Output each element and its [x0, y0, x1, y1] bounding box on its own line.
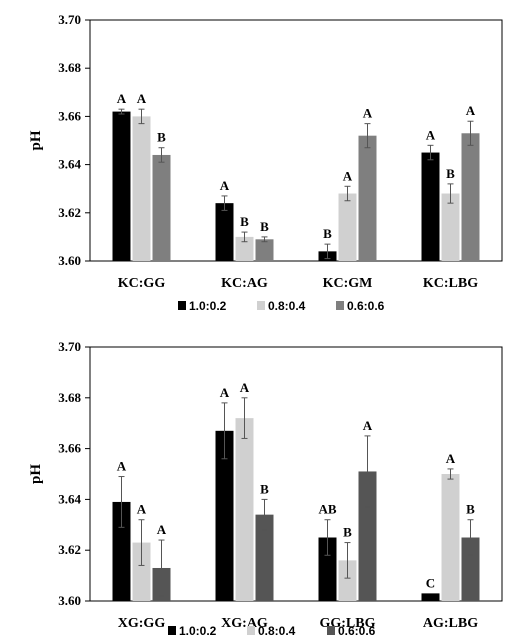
bar — [421, 152, 440, 261]
bar — [338, 193, 357, 261]
y-tick-label: 3.60 — [58, 253, 81, 268]
bar — [358, 135, 377, 261]
y-tick-label: 3.66 — [58, 108, 81, 123]
significance-label: B — [260, 481, 269, 496]
legend-swatch — [327, 626, 335, 635]
bar — [255, 239, 274, 261]
significance-label: A — [220, 385, 230, 400]
bar — [358, 471, 377, 601]
bar — [215, 203, 234, 261]
legend-label: 1.0:0.2 — [189, 299, 227, 313]
significance-label: A — [363, 418, 373, 433]
significance-label: A — [426, 127, 436, 142]
bar — [461, 133, 480, 261]
y-axis-label: pH — [28, 464, 44, 484]
legend: 1.0:0.2 0.8:0.4 0.6:0.6 — [178, 299, 385, 313]
bar — [255, 514, 274, 601]
significance-label: B — [260, 219, 269, 234]
significance-label: B — [466, 502, 475, 517]
legend: 1.0:0.2 0.8:0.4 0.6:0.6 — [168, 624, 376, 638]
y-axis-label: pH — [28, 130, 44, 150]
bar — [152, 154, 171, 261]
category-label: AG:LBG — [423, 616, 478, 631]
significance-label: A — [117, 91, 127, 106]
significance-label: A — [240, 380, 250, 395]
y-tick-label: 3.62 — [58, 542, 81, 557]
bar — [112, 501, 131, 601]
bar — [338, 560, 357, 601]
significance-label: B — [240, 214, 249, 229]
significance-label: B — [446, 166, 455, 181]
bar — [441, 474, 460, 601]
y-tick-label: 3.64 — [58, 491, 81, 506]
category-label: KC:LBG — [423, 276, 478, 291]
category-label: XG:AG — [221, 616, 268, 631]
legend-swatch — [247, 626, 255, 635]
significance-label: AB — [318, 502, 336, 517]
category-label: KC:GM — [323, 276, 373, 291]
category-label: XG:GG — [118, 616, 166, 631]
y-tick-label: 3.70 — [58, 12, 81, 27]
legend-swatch — [336, 301, 344, 310]
bar — [461, 537, 480, 601]
y-tick-label: 3.64 — [58, 157, 81, 172]
significance-label: B — [157, 130, 166, 145]
legend-swatch — [178, 301, 186, 310]
bar — [215, 430, 234, 601]
significance-label: C — [426, 575, 435, 590]
significance-label: A — [117, 459, 127, 474]
significance-label: B — [323, 226, 332, 241]
y-tick-label: 3.68 — [58, 390, 81, 405]
y-tick-label: 3.60 — [58, 593, 81, 608]
bar — [235, 418, 254, 601]
plot-frame — [89, 346, 503, 602]
legend-label: 0.8:0.4 — [258, 624, 296, 638]
bar — [441, 193, 460, 261]
category-label: KC:GG — [118, 276, 166, 291]
bar — [112, 111, 131, 261]
category-label: KC:AG — [221, 276, 268, 291]
y-tick-label: 3.68 — [58, 60, 81, 75]
significance-label: A — [157, 522, 167, 537]
significance-label: A — [343, 168, 353, 183]
legend-swatch — [257, 301, 265, 310]
y-tick-label: 3.62 — [58, 205, 81, 220]
legend-label: 0.8:0.4 — [268, 299, 306, 313]
significance-label: A — [137, 502, 147, 517]
legend-label: 0.6:0.6 — [338, 624, 376, 638]
significance-label: A — [220, 178, 230, 193]
bar — [318, 537, 337, 601]
legend-swatch — [168, 626, 176, 635]
bar — [235, 236, 254, 261]
legend-label: 1.0:0.2 — [179, 624, 217, 638]
y-tick-label: 3.70 — [58, 339, 81, 354]
significance-label: A — [446, 451, 456, 466]
bar — [132, 542, 151, 601]
significance-label: A — [363, 106, 373, 121]
bar — [132, 116, 151, 262]
significance-label: A — [466, 103, 476, 118]
significance-label: A — [137, 91, 147, 106]
plot-frame — [89, 19, 503, 262]
significance-label: B — [343, 525, 352, 540]
y-tick-label: 3.66 — [58, 441, 81, 456]
legend-label: 0.6:0.6 — [347, 299, 385, 313]
bar — [421, 593, 440, 601]
